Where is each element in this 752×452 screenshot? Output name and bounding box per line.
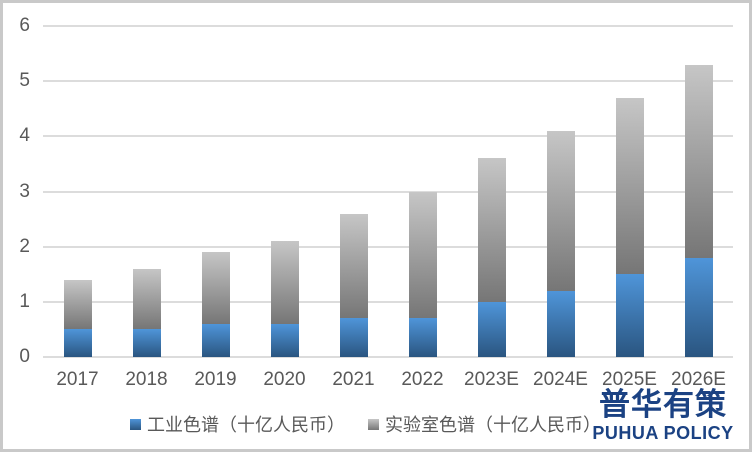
logo-chinese-text: 普华有策 <box>599 387 727 422</box>
legend-item-industrial: 工业色谱（十亿人民币） <box>130 412 345 436</box>
legend-marker-laboratory-icon <box>368 418 379 430</box>
bar-segment-laboratory <box>684 64 713 258</box>
y-axis-label: 2 <box>19 235 30 257</box>
bar-segment-laboratory <box>408 191 437 319</box>
bar-segment-industrial <box>339 318 368 357</box>
bar-segment-industrial <box>684 257 713 357</box>
y-axis-label: 0 <box>19 346 30 367</box>
x-axis-label: 2018 <box>125 369 168 390</box>
y-axis-label: 6 <box>19 15 30 36</box>
bar-segment-laboratory <box>63 279 92 330</box>
y-axis-label: 5 <box>19 70 30 92</box>
gridline <box>43 300 733 303</box>
gridline <box>43 25 733 27</box>
x-axis-label: 2020 <box>263 369 306 390</box>
logo-english-text: PUHUA POLICY <box>592 423 734 443</box>
bar-segment-industrial <box>63 329 92 357</box>
bar-segment-industrial <box>408 318 437 357</box>
bar-segment-laboratory <box>477 158 506 302</box>
plot-area: 0 1 2 3 4 5 6 2017 2018 2019 2020 2021 2022 2023E 2024… <box>3 3 749 449</box>
legend-item-laboratory: 实验室色谱（十亿人民币） <box>368 412 601 436</box>
gridline <box>43 356 733 358</box>
x-axis-label: 2022 <box>401 369 444 390</box>
bar-segment-industrial <box>546 290 575 357</box>
bar-segment-industrial <box>270 323 299 357</box>
puhua-policy-logo: 普华有策 PUHUA POLICY <box>589 387 737 443</box>
bar-segment-laboratory <box>546 130 575 291</box>
bar-segment-laboratory <box>132 268 161 330</box>
bar-segment-laboratory <box>201 252 230 324</box>
x-axis-label: 2023E <box>464 369 519 390</box>
bar-segment-laboratory <box>270 241 299 324</box>
legend-label-laboratory: 实验室色谱（十亿人民币） <box>385 415 601 435</box>
x-axis-label: 2025E <box>602 369 657 390</box>
x-axis-label: 2019 <box>194 369 237 390</box>
x-axis-label: 2026E <box>671 369 726 390</box>
gridline <box>43 80 733 83</box>
bar-segment-industrial <box>477 301 506 357</box>
y-axis-label: 1 <box>19 290 30 312</box>
bar-segment-industrial <box>201 323 230 357</box>
bar-segment-industrial <box>132 329 161 357</box>
x-axis-label: 2017 <box>56 369 99 390</box>
gridline <box>43 190 733 193</box>
bar-segment-industrial <box>615 274 644 357</box>
x-axis-label: 2021 <box>332 369 375 390</box>
x-axis-label: 2024E <box>533 369 588 390</box>
bar-segment-laboratory <box>615 97 644 275</box>
gridline <box>43 245 733 248</box>
legend-label-industrial: 工业色谱（十亿人民币） <box>147 415 345 435</box>
legend-marker-industrial-icon <box>130 418 141 430</box>
gridline <box>43 135 733 138</box>
y-axis-label: 3 <box>19 180 30 202</box>
y-axis-label: 4 <box>19 125 30 147</box>
bar-segment-laboratory <box>339 213 368 319</box>
